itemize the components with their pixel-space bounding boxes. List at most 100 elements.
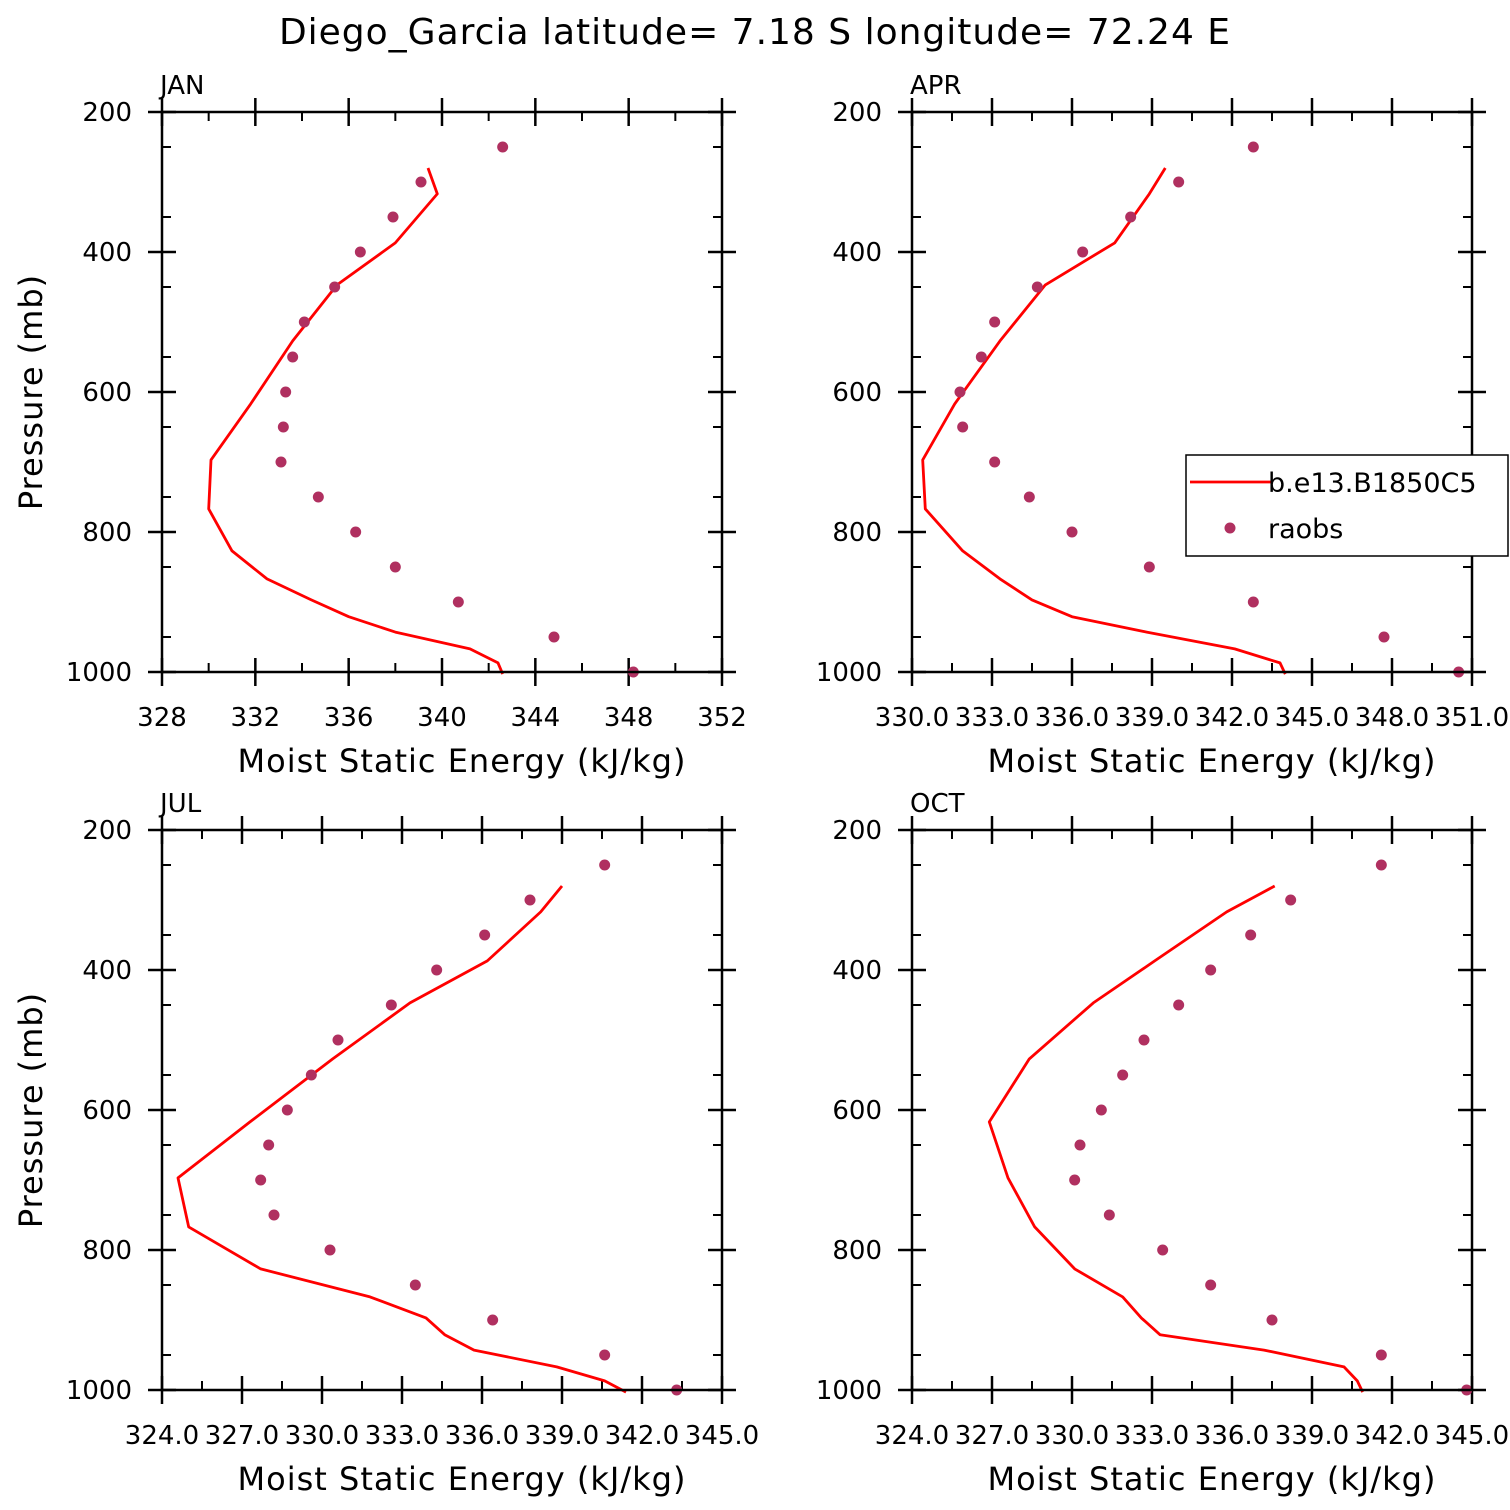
- panel-title-jan: JAN: [158, 71, 204, 101]
- raobs-point: [989, 456, 1001, 468]
- x-tick-label: 345.0: [685, 1421, 759, 1451]
- raobs-point: [524, 894, 536, 906]
- raobs-point: [1245, 929, 1257, 941]
- raobs-point: [350, 526, 362, 538]
- raobs-point: [1173, 999, 1185, 1011]
- x-tick-label: 330.0: [1035, 1421, 1109, 1451]
- y-tick-label: 600: [832, 1096, 882, 1126]
- raobs-point: [975, 351, 987, 363]
- raobs-point: [1023, 491, 1035, 503]
- x-tick-label: 333.0: [1115, 1421, 1189, 1451]
- raobs-point: [281, 1104, 293, 1116]
- x-tick-label: 330.0: [285, 1421, 359, 1451]
- raobs-point: [1095, 1104, 1107, 1116]
- x-axis-label-jan: Moist Static Energy (kJ/kg): [238, 742, 687, 780]
- raobs-point: [452, 596, 464, 608]
- x-tick-label: 327.0: [205, 1421, 279, 1451]
- x-tick-label: 332: [231, 703, 281, 733]
- y-tick-label: 1000: [816, 658, 882, 688]
- legend-obs-label: raobs: [1268, 514, 1343, 545]
- y-tick-label: 400: [832, 238, 882, 268]
- y-tick-label: 200: [832, 98, 882, 128]
- x-tick-label: 336.0: [1035, 703, 1109, 733]
- y-tick-label: 200: [832, 816, 882, 846]
- x-tick-label: 339.0: [1115, 703, 1189, 733]
- raobs-point: [329, 281, 341, 293]
- x-tick-label: 339.0: [525, 1421, 599, 1451]
- y-tick-label: 200: [82, 816, 132, 846]
- raobs-point: [268, 1209, 280, 1221]
- x-axis-label-jul: Moist Static Energy (kJ/kg): [238, 1460, 687, 1498]
- x-tick-label: 333.0: [955, 703, 1029, 733]
- x-tick-label: 328: [137, 703, 187, 733]
- raobs-point: [1077, 246, 1089, 258]
- raobs-point: [305, 1069, 317, 1081]
- raobs-point: [431, 964, 443, 976]
- raobs-point: [287, 351, 299, 363]
- raobs-point: [1031, 281, 1043, 293]
- y-tick-label: 800: [82, 518, 132, 548]
- model-line-jul: [176, 885, 627, 1394]
- y-tick-label: 600: [82, 378, 132, 408]
- raobs-point: [1205, 1279, 1217, 1291]
- y-tick-label: 600: [832, 378, 882, 408]
- raobs-point: [1069, 1174, 1081, 1186]
- x-tick-label: 339.0: [1275, 1421, 1349, 1451]
- legend-model-label: b.e13.B1850C5: [1268, 468, 1477, 499]
- x-axis-label-apr: Moist Static Energy (kJ/kg): [988, 742, 1437, 780]
- y-axis-label-jan: Pressure (mb): [12, 274, 50, 510]
- raobs-point: [280, 386, 292, 398]
- raobs-point: [1125, 211, 1137, 223]
- x-tick-label: 342.0: [605, 1421, 679, 1451]
- x-tick-label: 330.0: [875, 703, 949, 733]
- raobs-point: [1138, 1034, 1150, 1046]
- x-tick-label: 333.0: [365, 1421, 439, 1451]
- x-tick-label: 352: [697, 703, 747, 733]
- raobs-point: [1117, 1069, 1129, 1081]
- figure-title: Diego_Garcia latitude= 7.18 S longitude=…: [279, 12, 1231, 53]
- x-tick-label: 344: [511, 703, 561, 733]
- raobs-point: [277, 421, 289, 433]
- panel-title-apr: APR: [910, 71, 962, 101]
- raobs-point: [957, 421, 969, 433]
- raobs-point: [599, 1349, 611, 1361]
- x-tick-label: 345.0: [1275, 703, 1349, 733]
- raobs-point: [1205, 964, 1217, 976]
- raobs-point: [1103, 1209, 1115, 1221]
- raobs-point: [298, 316, 310, 328]
- raobs-point: [487, 1314, 499, 1326]
- y-tick-label: 400: [82, 956, 132, 986]
- x-tick-label: 345.0: [1435, 1421, 1509, 1451]
- raobs-point: [1247, 141, 1259, 153]
- y-tick-label: 800: [832, 518, 882, 548]
- raobs-point: [415, 176, 427, 188]
- x-tick-label: 336.0: [1195, 1421, 1269, 1451]
- raobs-point: [1378, 631, 1390, 643]
- x-tick-label: 340: [417, 703, 467, 733]
- raobs-point: [599, 859, 611, 871]
- y-tick-label: 200: [82, 98, 132, 128]
- panel-title-oct: OCT: [910, 789, 965, 819]
- x-tick-label: 324.0: [875, 1421, 949, 1451]
- model-line-jan: [207, 167, 504, 675]
- raobs-point: [479, 929, 491, 941]
- raobs-point: [387, 211, 399, 223]
- y-tick-label: 400: [832, 956, 882, 986]
- raobs-point: [1143, 561, 1155, 573]
- plot-frame-apr: [910, 110, 1474, 674]
- x-tick-label: 342.0: [1355, 1421, 1429, 1451]
- x-tick-label: 348.0: [1355, 703, 1429, 733]
- raobs-point: [324, 1244, 336, 1256]
- raobs-point: [1247, 596, 1259, 608]
- y-tick-label: 1000: [66, 1376, 132, 1406]
- raobs-point: [275, 456, 287, 468]
- raobs-point: [1285, 894, 1297, 906]
- y-tick-label: 800: [832, 1236, 882, 1266]
- raobs-point: [1375, 1349, 1387, 1361]
- x-tick-label: 342.0: [1195, 703, 1269, 733]
